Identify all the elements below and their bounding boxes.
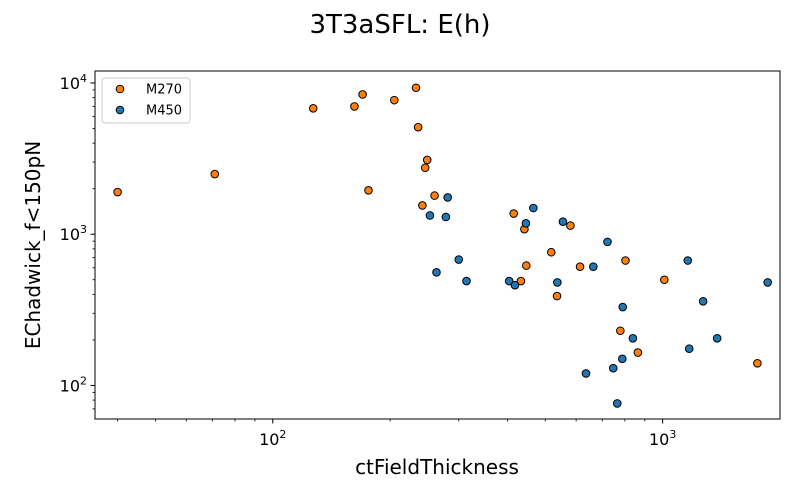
data-point xyxy=(210,169,220,179)
chart-title: 3T3aSFL: E(h) xyxy=(309,10,490,40)
data-point xyxy=(628,333,638,343)
x-tick-label: 103 xyxy=(649,428,676,449)
data-point xyxy=(552,291,562,301)
data-point xyxy=(504,276,514,286)
data-point xyxy=(425,211,435,220)
data-point xyxy=(712,333,722,343)
data-point xyxy=(616,326,625,336)
data-point xyxy=(510,280,520,290)
data-point xyxy=(633,348,643,357)
axis-ticks: 102 103 102 103 104 xyxy=(60,72,677,449)
data-point xyxy=(608,363,618,373)
x-axis-label: ctFieldThickness xyxy=(355,455,519,479)
data-point xyxy=(422,155,432,165)
data-point xyxy=(521,219,531,228)
legend-marker xyxy=(115,105,125,115)
data-point xyxy=(660,275,669,285)
data-point xyxy=(509,209,519,218)
data-point xyxy=(454,255,464,264)
data-point xyxy=(581,369,591,378)
data-point xyxy=(462,276,471,286)
data-point xyxy=(432,267,441,277)
data-point xyxy=(420,163,430,173)
data-point xyxy=(113,187,122,197)
data-point xyxy=(618,302,628,312)
data-point xyxy=(753,359,762,368)
data-point xyxy=(553,278,562,287)
data-point xyxy=(413,122,423,132)
data-point xyxy=(411,83,421,93)
data-point xyxy=(621,256,630,265)
y-axis-label: EChadwick_f<150pN xyxy=(21,141,45,349)
data-point xyxy=(566,221,575,230)
legend-items: M270 M450 xyxy=(115,83,182,119)
data-point xyxy=(546,247,556,257)
legend-marker xyxy=(115,84,125,94)
data-point xyxy=(617,354,627,364)
data-point xyxy=(529,203,538,213)
data-point xyxy=(612,399,622,408)
x-tick-label: 102 xyxy=(259,428,286,449)
plot-frame xyxy=(94,70,781,420)
data-point xyxy=(430,191,439,200)
plot-area: 102 103 102 103 104 xyxy=(60,70,781,449)
data-point xyxy=(308,104,318,113)
legend: M270 M450 xyxy=(101,77,191,124)
data-point xyxy=(575,262,585,271)
data-points xyxy=(113,83,773,408)
legend-label: M270 xyxy=(146,83,182,98)
data-point xyxy=(418,201,427,210)
data-point xyxy=(441,212,451,222)
data-point xyxy=(684,344,694,353)
data-point xyxy=(589,262,598,271)
series-m450 xyxy=(425,193,773,408)
data-point xyxy=(763,278,773,287)
data-point xyxy=(364,186,373,195)
data-point xyxy=(698,297,708,306)
data-point xyxy=(558,217,568,226)
legend-label: M450 xyxy=(146,104,182,119)
data-point xyxy=(516,276,526,286)
data-point xyxy=(350,102,359,111)
y-tick-label: 104 xyxy=(60,72,87,93)
series-m270 xyxy=(113,83,762,368)
data-point xyxy=(683,256,693,265)
data-point xyxy=(521,261,531,270)
data-point xyxy=(603,237,612,247)
data-point xyxy=(390,95,399,105)
y-tick-label: 102 xyxy=(60,374,87,395)
data-point xyxy=(443,193,452,202)
data-point xyxy=(358,90,367,99)
y-tick-label: 103 xyxy=(60,223,87,244)
